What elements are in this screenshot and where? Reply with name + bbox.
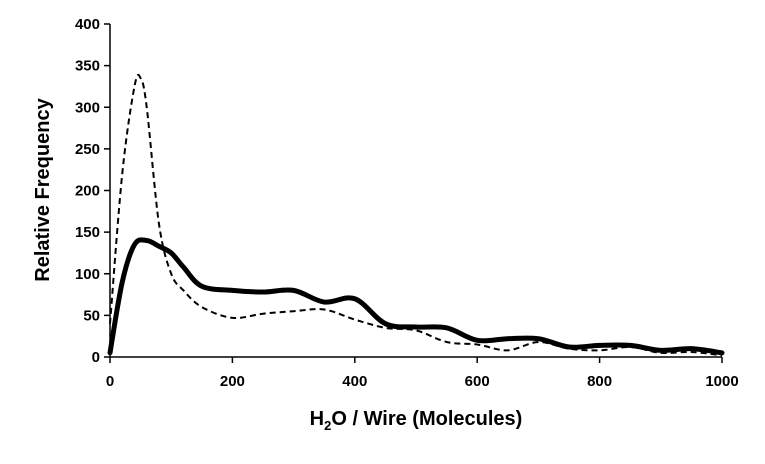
y-tick-label: 250 <box>75 141 100 158</box>
x-axis-title-part-1: H <box>310 408 324 430</box>
y-axis: 0 50 100 150 200 250 300 350 400 <box>75 16 111 366</box>
x-tick-label: 400 <box>342 373 367 390</box>
series-layer <box>107 73 725 357</box>
x-tick-label: 200 <box>220 373 245 390</box>
x-axis-title-subscript: 2 <box>324 418 331 433</box>
x-tick-label: 800 <box>587 373 612 390</box>
y-axis-title: Relative Frequency <box>32 97 54 281</box>
y-tick-label: 50 <box>83 307 100 324</box>
series-line-2-dashed <box>109 73 723 357</box>
y-tick-label: 100 <box>75 266 100 283</box>
y-tick-label: 400 <box>75 16 100 33</box>
x-axis-title: H2O / Wire (Molecules) <box>310 408 523 433</box>
y-tick-label: 150 <box>75 224 100 241</box>
series-line-1-solid <box>107 237 725 356</box>
y-tick-label: 350 <box>75 58 100 75</box>
x-axis: 0 200 400 600 800 1000 <box>106 356 739 390</box>
x-tick-label: 0 <box>106 373 114 390</box>
y-tick-label: 0 <box>92 349 100 366</box>
y-tick-label: 300 <box>75 99 100 116</box>
y-tick-label: 200 <box>75 183 100 200</box>
x-axis-title-part-2: O / Wire (Molecules) <box>331 408 522 430</box>
x-tick-label: 600 <box>465 373 490 390</box>
x-tick-label: 1000 <box>705 373 738 390</box>
